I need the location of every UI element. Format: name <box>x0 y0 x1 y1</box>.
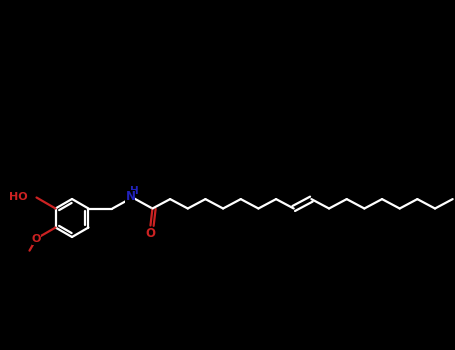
Text: HO: HO <box>9 191 27 202</box>
Text: O: O <box>146 227 156 240</box>
Text: O: O <box>32 234 41 245</box>
Text: H: H <box>130 187 139 196</box>
Text: N: N <box>126 190 136 203</box>
